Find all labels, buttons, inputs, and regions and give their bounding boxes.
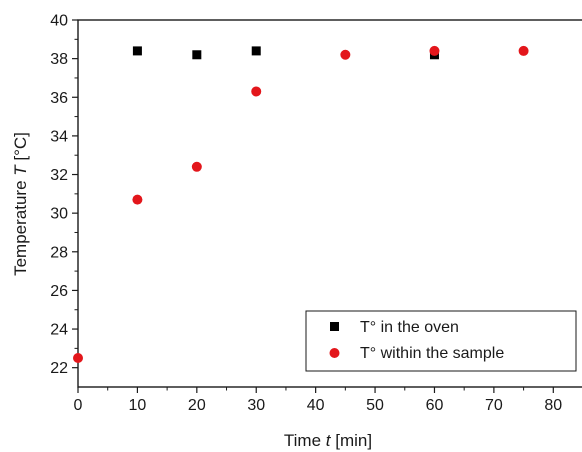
- x-tick-label: 60: [426, 397, 444, 414]
- data-marks: [73, 45, 529, 364]
- y-tick-label: 38: [50, 51, 68, 68]
- sample-point: [429, 45, 440, 56]
- x-tick-label: 0: [74, 397, 83, 414]
- oven-point: [251, 46, 261, 56]
- sample-point: [518, 45, 529, 56]
- y-tick-label: 32: [50, 167, 68, 184]
- x-tick-label: 80: [544, 397, 562, 414]
- sample-point: [251, 86, 262, 97]
- x-tick-label: 30: [247, 397, 265, 414]
- legend-box: [305, 310, 577, 372]
- legend-label-sample: T° within the sample: [360, 345, 504, 362]
- tick-labels: 0 10 20 30 40 50 60 70 80 22 24 26 28 30 32 34 36 38 40: [50, 13, 562, 415]
- y-tick-label: 24: [50, 322, 68, 339]
- x-axis-title: Time t [min]: [284, 431, 372, 450]
- y-tick-label: 30: [50, 206, 68, 223]
- y-tick-label: 34: [50, 128, 68, 145]
- y-tick-label: 36: [50, 90, 68, 107]
- x-tick-label: 10: [129, 397, 147, 414]
- sample-point: [73, 353, 83, 364]
- x-tick-label: 40: [307, 397, 325, 414]
- legend-marker-sample: [329, 348, 340, 358]
- x-tick-label: 70: [485, 397, 503, 414]
- y-tick-label: 22: [50, 360, 68, 377]
- y-tick-label: 40: [50, 13, 68, 30]
- sample-point: [132, 194, 143, 205]
- axis-ticks: [72, 19, 554, 393]
- legend-label-oven: T° in the oven: [360, 319, 459, 336]
- oven-point: [132, 46, 142, 56]
- sample-point: [340, 49, 351, 60]
- x-tick-label: 50: [366, 397, 384, 414]
- oven-point: [192, 50, 202, 60]
- sample-point: [191, 161, 202, 172]
- y-tick-label: 28: [50, 244, 68, 261]
- y-tick-label: 26: [50, 283, 68, 300]
- y-axis-title: Temperature T [°C]: [11, 132, 30, 276]
- x-tick-label: 20: [188, 397, 206, 414]
- legend-marker-oven: [330, 322, 339, 331]
- plot-frame: [77, 19, 582, 388]
- legend: T° in the oven T° within the sample: [305, 310, 577, 372]
